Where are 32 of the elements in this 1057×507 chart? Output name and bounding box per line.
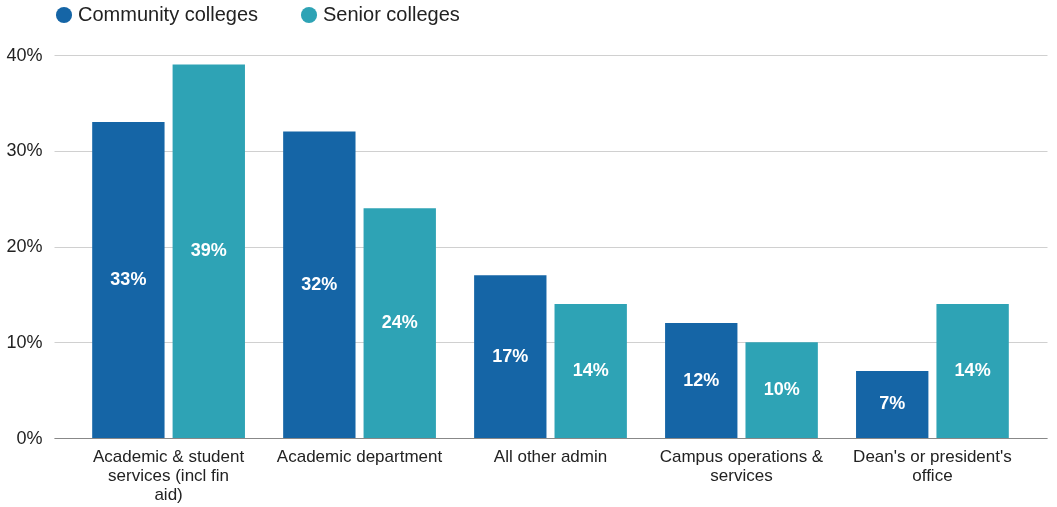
data-label: 39%	[190, 240, 227, 261]
bar	[665, 323, 738, 438]
x-tick-label: Campus operations & services	[659, 446, 824, 485]
legend-label: Community colleges	[78, 3, 259, 25]
bar	[92, 122, 165, 438]
x-tick-label: Academic & student services (incl fin aid)	[92, 446, 245, 504]
bar	[283, 131, 356, 438]
x-tick-label: Academic department	[276, 446, 443, 466]
data-label: 10%	[763, 379, 800, 400]
x-tick-label: Dean's or president's office	[853, 446, 1012, 485]
y-tick-label: 10%	[6, 331, 43, 352]
bar	[474, 275, 547, 438]
y-tick-label: 30%	[6, 140, 43, 161]
data-label: 32%	[301, 273, 338, 294]
x-tick-label: All other admin	[493, 446, 608, 466]
data-label: 7%	[879, 393, 906, 414]
data-label: 14%	[954, 359, 991, 380]
bar	[745, 342, 818, 438]
legend-label: Senior colleges	[323, 3, 460, 25]
y-tick-label: 40%	[6, 44, 43, 65]
data-label: 24%	[381, 312, 418, 333]
bar	[936, 303, 1009, 438]
bar	[363, 208, 436, 438]
data-label: 33%	[110, 269, 147, 290]
y-tick-label: 0%	[16, 427, 43, 448]
data-label: 14%	[572, 359, 609, 380]
data-label: 17%	[492, 345, 529, 366]
y-tick-label: 20%	[6, 236, 43, 256]
data-label: 12%	[683, 369, 720, 390]
bar	[172, 64, 245, 438]
bar	[554, 303, 627, 438]
bar	[856, 370, 929, 438]
